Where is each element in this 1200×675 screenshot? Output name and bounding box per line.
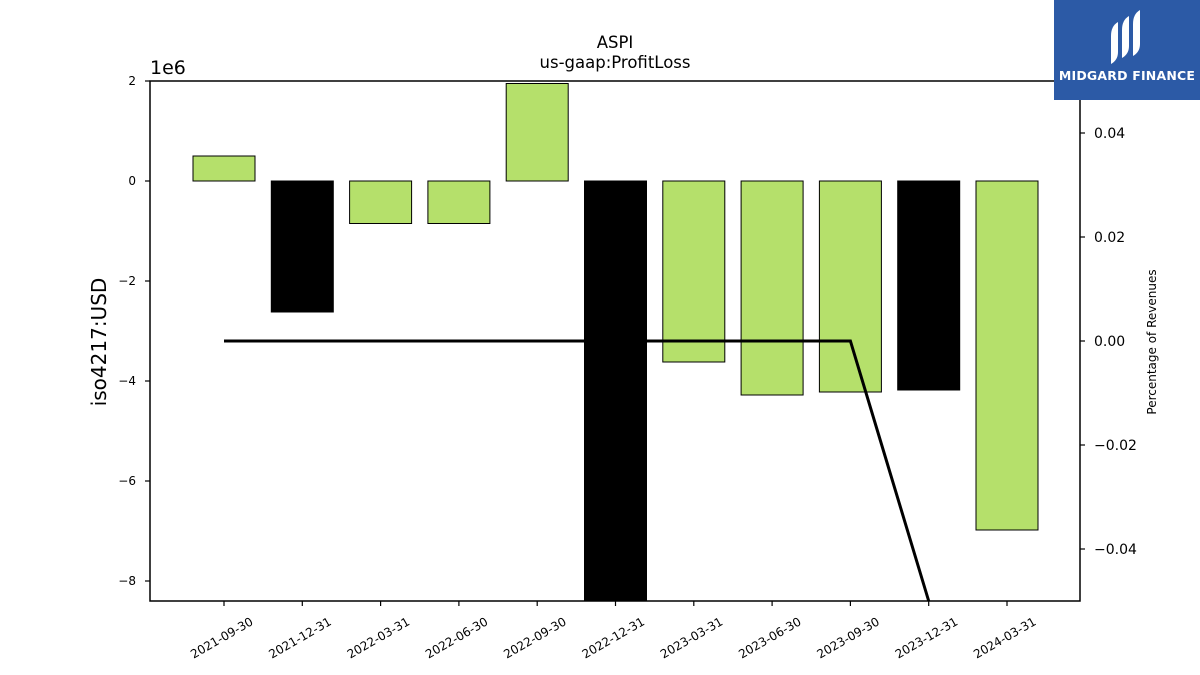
y-axis-label: iso4217:USD — [87, 278, 111, 407]
y2-tick-label: 0.02 — [1094, 230, 1125, 246]
bar-2022-06-30 — [427, 180, 491, 224]
x-tick-label: 2022-03-31 — [345, 614, 412, 661]
x-tick-label: 2021-09-30 — [188, 614, 255, 661]
x-tick-label: 2023-09-30 — [814, 614, 881, 661]
y-tick-label: −6 — [118, 474, 136, 488]
chart-subtitle: us-gaap:ProfitLoss — [540, 53, 691, 72]
x-tick-label: 2021-12-31 — [266, 614, 333, 661]
y2-tick-label: −0.02 — [1094, 438, 1137, 454]
x-tick-label: 2023-03-31 — [658, 614, 725, 661]
y2-tick-label: −0.04 — [1094, 542, 1137, 558]
x-tick-label: 2024-03-31 — [971, 614, 1038, 661]
y2-tick-label: 0.04 — [1094, 126, 1125, 142]
midgard-finance-logo: MIDGARD FINANCE — [1054, 0, 1200, 100]
percentage-of-revenues-line — [224, 339, 931, 602]
y-tick-label: −4 — [118, 374, 136, 388]
bar-2023-03-31 — [662, 180, 726, 363]
bar-2022-03-31 — [349, 180, 413, 224]
bar-2021-12-31 — [270, 180, 334, 313]
x-tick-label: 2022-12-31 — [580, 614, 647, 661]
y2-tick-label: 0.00 — [1094, 334, 1125, 350]
x-tick-label: 2023-12-31 — [893, 614, 960, 661]
bar-2022-09-30 — [505, 83, 569, 182]
bar-2021-09-30 — [192, 155, 256, 182]
y2-axis-label: Percentage of Revenues — [1145, 269, 1159, 414]
y-tick-label: 2 — [128, 74, 136, 88]
bar-2024-03-31 — [975, 180, 1039, 531]
midgard-logo-icon — [1111, 10, 1140, 64]
y-scale-label: 1e6 — [150, 57, 186, 79]
y-tick-label: −8 — [118, 574, 136, 588]
y-tick-label: −2 — [118, 274, 136, 288]
bar-2023-06-30 — [740, 180, 804, 396]
bar-2023-09-30 — [818, 180, 882, 393]
y-tick-label: 0 — [128, 174, 136, 188]
x-tick-label: 2022-06-30 — [423, 614, 490, 661]
x-tick-label: 2023-06-30 — [736, 614, 803, 661]
chart-title: ASPI — [597, 33, 634, 52]
bar-2022-12-31 — [584, 180, 647, 602]
bar-2023-12-31 — [897, 180, 961, 391]
x-tick-label: 2022-09-30 — [501, 614, 568, 661]
logo-text: MIDGARD FINANCE — [1058, 68, 1196, 83]
